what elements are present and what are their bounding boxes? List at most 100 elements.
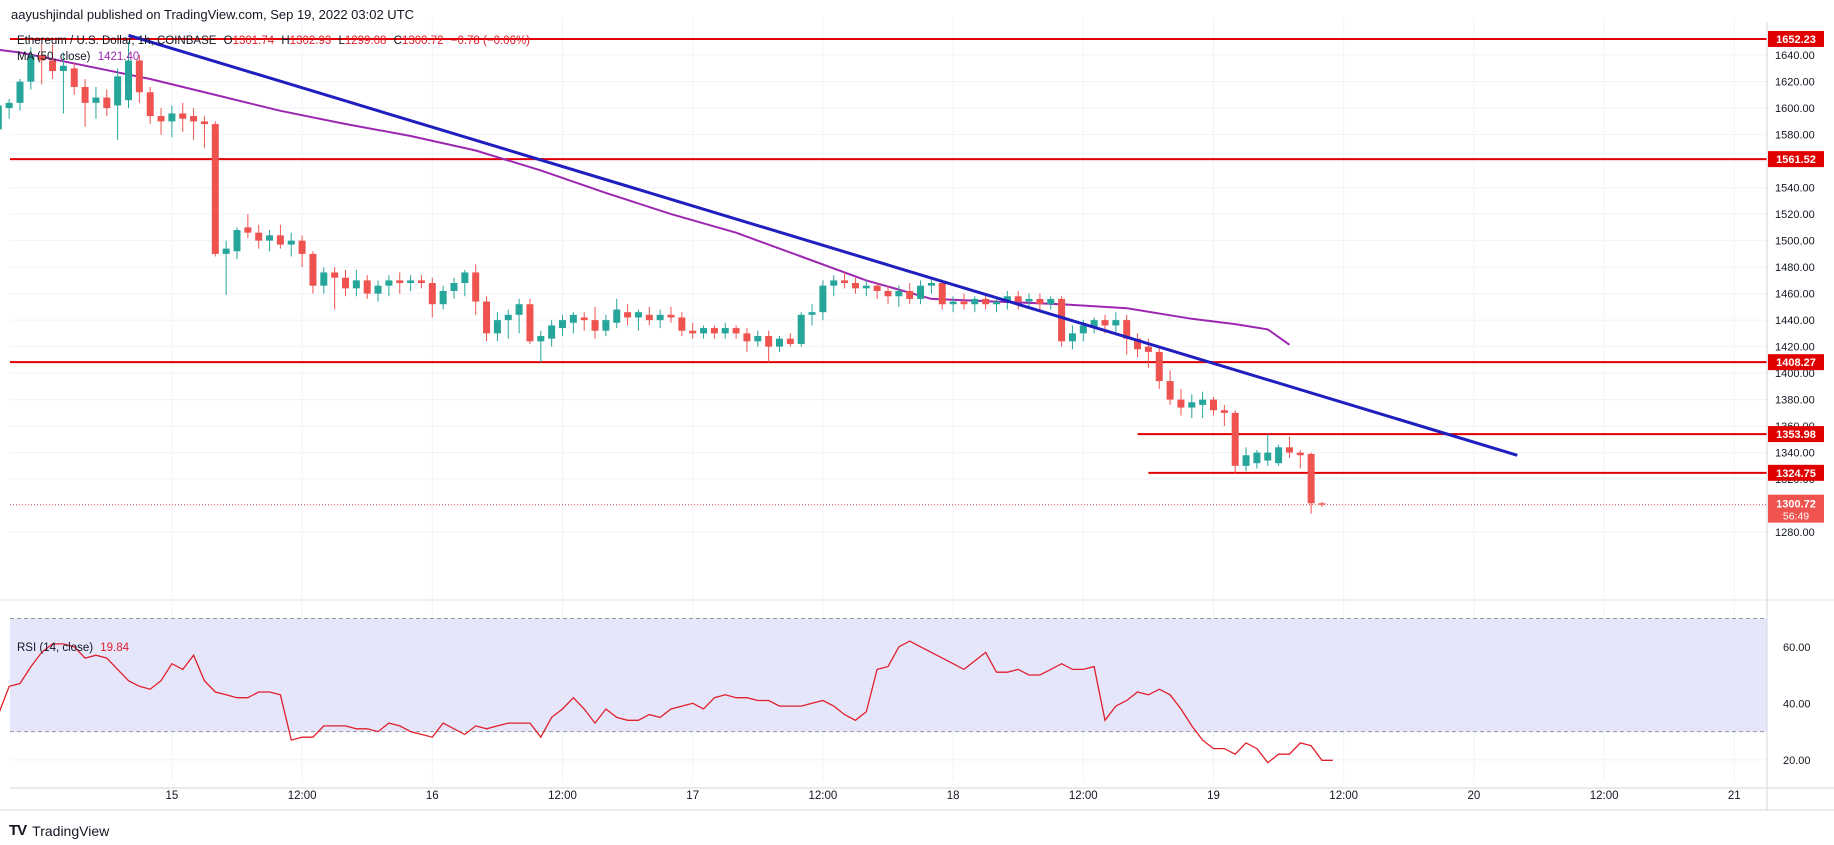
time-tick-label: 12:00	[1069, 790, 1098, 802]
candle-body	[1220, 410, 1228, 413]
price-tick-label: 1580.00	[1775, 130, 1815, 142]
candle-body	[493, 320, 501, 334]
high-value: 1302.93	[289, 35, 332, 47]
price-tick-label: 1600.00	[1775, 103, 1815, 115]
rsi-label: RSI (14, close)	[17, 642, 94, 654]
level-price-tag	[1768, 354, 1824, 371]
time-tick-label: 12:00	[288, 790, 317, 802]
candle-body	[689, 330, 697, 334]
candle-body	[1101, 320, 1109, 326]
candle-body	[1285, 447, 1293, 453]
candle-body	[1296, 452, 1304, 456]
candle-body	[135, 60, 143, 93]
candle-body	[504, 314, 512, 321]
candle-body	[190, 116, 198, 122]
published-by-line: aayushjindal published on TradingView.co…	[11, 7, 415, 22]
open-label: O	[223, 35, 233, 47]
candle-body	[559, 320, 566, 329]
candle-body	[754, 336, 762, 342]
time-tick-label: 20	[1468, 790, 1481, 802]
candle-body	[428, 283, 436, 305]
rsi-polyline	[0, 640, 1333, 764]
candle-body	[407, 280, 415, 284]
level-price-tag	[1768, 30, 1824, 47]
time-tick-label: 16	[426, 790, 439, 802]
high-label: H	[281, 35, 290, 47]
candle-body	[16, 81, 24, 103]
open-value: 1301.74	[232, 35, 275, 47]
candle-body	[645, 314, 653, 321]
time-tick-label: 12:00	[809, 790, 838, 802]
candle-body	[49, 60, 57, 72]
symbol-name: Ethereum / U.S. Dollar, 1h, COINBASE	[17, 35, 217, 47]
candle-body	[1155, 351, 1163, 382]
candle-body	[1231, 412, 1239, 466]
ma-value: 1421.40	[97, 51, 140, 63]
candle-body	[710, 328, 718, 334]
candle-body	[461, 272, 469, 284]
candle-body	[1134, 338, 1142, 350]
tradingview-brand[interactable]: TV TradingView	[9, 822, 109, 839]
candle-body	[146, 92, 154, 117]
candle-body	[1068, 333, 1076, 342]
candle-body	[667, 314, 675, 318]
candle-body	[634, 312, 642, 318]
time-tick-label: 15	[166, 790, 179, 802]
candle-body	[1199, 399, 1207, 405]
candle-body	[1014, 296, 1022, 302]
price-tick-label: 1480.00	[1775, 262, 1815, 274]
price-tick-label: 1420.00	[1775, 342, 1815, 354]
candle-body	[700, 328, 708, 334]
candle-body	[624, 312, 632, 318]
rsi-line	[0, 640, 1333, 764]
candle-body	[602, 320, 610, 331]
candle-body	[851, 283, 859, 289]
rsi-tick-label: 20.00	[1783, 755, 1811, 767]
candle-body	[656, 314, 664, 321]
candle-body	[114, 76, 122, 106]
candle-body	[971, 298, 979, 305]
candle-body	[70, 68, 78, 87]
level-price-tag	[1768, 151, 1824, 168]
close-label: C	[393, 35, 402, 47]
price-tick-label: 1640.00	[1775, 50, 1815, 62]
candle-body	[27, 55, 35, 82]
candle-body	[255, 232, 263, 241]
tradingview-logo-icon: TV	[9, 822, 27, 839]
candle-body	[786, 338, 794, 344]
time-tick-label: 18	[947, 790, 960, 802]
level-price-label: 1353.98	[1776, 429, 1816, 441]
candle-body	[81, 86, 89, 103]
price-tick-label: 1540.00	[1775, 183, 1815, 195]
trendline[interactable]	[128, 33, 1518, 457]
price-tick-label: 1440.00	[1775, 315, 1815, 327]
rsi-legend: RSI (14, close) 19.84	[17, 642, 129, 654]
candle-body	[1188, 402, 1196, 408]
price-tick-label: 1500.00	[1775, 236, 1815, 248]
candle-body	[1003, 296, 1011, 302]
candle-body	[515, 304, 523, 315]
change-value: −0.78 (−0.06%)	[450, 35, 531, 47]
candle-body	[873, 285, 881, 291]
rsi-tick-label: 60.00	[1783, 642, 1811, 654]
candle-body	[862, 285, 870, 289]
candle-body	[92, 97, 100, 103]
ma-label: MA (50, close)	[17, 51, 91, 63]
close-value: 1300.72	[401, 35, 444, 47]
last-price-label: 1300.72	[1776, 499, 1816, 511]
candle-body	[244, 227, 252, 233]
candle-body	[1036, 298, 1044, 305]
candle-body	[591, 320, 599, 331]
candle-body	[526, 304, 534, 342]
candle-body	[906, 290, 914, 299]
candles	[0, 41, 1326, 514]
candle-body	[200, 121, 208, 125]
symbol-legend: Ethereum / U.S. Dollar, 1h, COINBASE O13…	[17, 35, 530, 47]
candle-body	[103, 97, 111, 109]
candle-body	[331, 272, 339, 278]
candle-body	[1144, 346, 1152, 352]
ma-50-line	[0, 49, 1291, 346]
time-tick-label: 12:00	[1329, 790, 1358, 802]
candle-body	[222, 248, 230, 254]
